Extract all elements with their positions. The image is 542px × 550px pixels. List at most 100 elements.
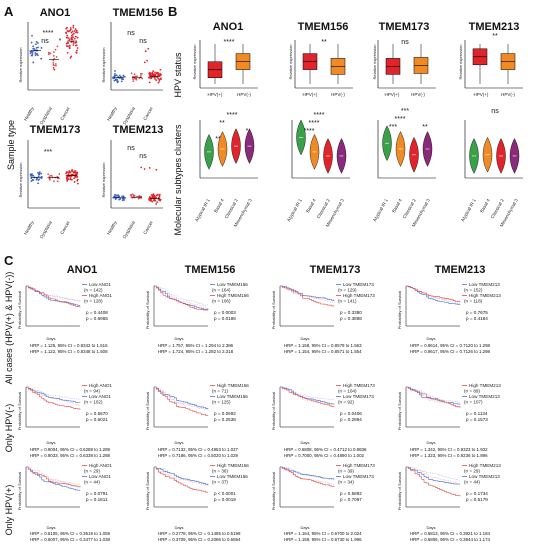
- ci-curve: [406, 466, 461, 485]
- sig-label: ns: [41, 38, 49, 45]
- km-p-value: p = 0.0003: [214, 310, 236, 315]
- data-point: [159, 72, 162, 75]
- data-point: [113, 72, 116, 75]
- data-point: [53, 51, 55, 53]
- sig-label: ****: [43, 30, 54, 37]
- km-legend-label: Low TMEM156: [217, 282, 248, 287]
- data-point: [123, 197, 126, 199]
- x-tick-label: Basal 4: [479, 198, 491, 214]
- km-legend-label: (n = 44): [84, 480, 100, 485]
- data-point: [31, 53, 34, 55]
- sig-label: ****: [314, 112, 325, 119]
- ci-curve: [26, 466, 81, 488]
- data-point: [143, 168, 146, 170]
- panel-b-row2-title: Molecular subtypes clusters: [173, 124, 183, 236]
- km-hazard-ratio: HRP = 0.6806, 95% CI = 0.3944 to 1.174: [410, 537, 491, 542]
- sig-label: ns: [127, 145, 135, 152]
- data-point: [67, 45, 69, 48]
- km-p-value: p = 0.6965: [86, 316, 108, 321]
- data-point: [31, 50, 34, 53]
- data-point: [151, 200, 154, 203]
- km-x-axis-label: Days: [300, 440, 309, 445]
- data-point: [148, 167, 151, 169]
- km-legend-label: (n = 71): [212, 389, 228, 394]
- data-point: [153, 76, 156, 79]
- x-tick-label: Dysplasia: [39, 106, 53, 126]
- km-p-value: p = 0.2538: [214, 417, 236, 422]
- ci-curve: [154, 466, 209, 485]
- km-x-axis-label: Days: [426, 525, 435, 530]
- data-point: [122, 195, 125, 198]
- data-point: [74, 35, 77, 38]
- panel-a-plots: [27, 22, 163, 209]
- data-point: [148, 71, 151, 74]
- survival-curve: [154, 386, 209, 410]
- data-point: [30, 180, 33, 182]
- ci-curve: [26, 386, 81, 406]
- data-point: [120, 80, 123, 83]
- km-y-axis-label: Probability of Survival: [17, 472, 22, 511]
- data-point: [75, 51, 78, 54]
- km-legend-label: Low TMEM213: [469, 282, 500, 287]
- data-point: [74, 176, 77, 179]
- survival-curve: [26, 285, 81, 308]
- data-point: [159, 77, 162, 80]
- data-point: [151, 71, 154, 74]
- data-point: [36, 42, 39, 44]
- survival-curve: [154, 285, 209, 311]
- km-legend-label: (n = 36): [212, 469, 228, 474]
- data-point: [55, 55, 58, 58]
- panel-b-tmem213: TMEM213 Relative expression ** HPV(+) HP…: [458, 21, 519, 97]
- data-point: [147, 47, 150, 50]
- x-tick-label: Basal 4: [391, 198, 403, 214]
- ci-curve: [154, 466, 209, 487]
- km-legend-label: (n = 128): [84, 299, 103, 304]
- data-point: [38, 173, 40, 176]
- survival-curve: [26, 386, 81, 403]
- survival-curve: [280, 386, 335, 407]
- data-point: [35, 41, 38, 43]
- km-legend-label: (n = 102): [84, 400, 103, 405]
- x-tick-label: Cancer: [59, 220, 71, 235]
- data-point: [65, 172, 68, 175]
- panel-b-label: B: [168, 4, 177, 19]
- km-hazard-ratio: HRP = 0.3709, 95% CI = 0.2086 to 0.6594: [158, 537, 241, 542]
- data-point: [31, 34, 33, 37]
- data-point: [121, 195, 124, 198]
- km-hazard-ratio: HRP = 0.6813, 95% CI = 0.3921 to 1.184: [410, 531, 491, 536]
- km-x-axis-label: Days: [46, 525, 55, 530]
- survival-curve: [280, 466, 335, 480]
- sig-label: **: [219, 120, 225, 127]
- data-point: [75, 41, 78, 44]
- data-point: [158, 78, 161, 81]
- panel-b-plots: [199, 40, 523, 179]
- ci-curve: [26, 285, 81, 302]
- x-tick-label: Healthy: [23, 219, 35, 235]
- km-p-value: p = 0.7675: [466, 310, 488, 315]
- km-legend-label: Low TMEM173: [343, 394, 374, 399]
- data-point: [155, 79, 158, 81]
- x-tick-label: Healthy: [106, 105, 118, 121]
- data-point: [71, 30, 74, 33]
- data-point: [76, 49, 78, 52]
- km-legend-label: (n = 141): [338, 299, 357, 304]
- km-legend-label: (n = 118): [464, 299, 483, 304]
- km-p-value: p = 0.4184: [466, 316, 488, 321]
- km-hazard-ratio: HRP = 1.122, 95% CI = 0.8348 to 1.508: [30, 349, 108, 354]
- data-point: [69, 178, 72, 181]
- data-point: [131, 193, 134, 196]
- km-hazard-ratio: HRP = 0.2778, 95% CI = 0.1485 to 0.5198: [158, 531, 241, 536]
- km-hazard-ratio: HRP = 0.9614, 95% CI = 0.7120 to 1.298: [410, 343, 491, 348]
- panel-a-tmem173: TMEM173 Relative expression *** Healthy …: [18, 124, 80, 239]
- km-legend-label: High TMEM156: [217, 383, 249, 388]
- x-tick-label: HPV(-): [501, 92, 515, 97]
- data-point: [66, 34, 69, 37]
- km-x-axis-label: Days: [174, 525, 183, 530]
- data-point: [32, 175, 34, 177]
- data-point: [68, 47, 71, 50]
- data-point: [155, 203, 158, 205]
- km-x-axis-label: Days: [174, 336, 183, 341]
- survival-curve: [154, 386, 209, 416]
- km-hazard-ratio: HRP = 1.164, 95% CI = 0.6700 to 2.024: [284, 531, 362, 536]
